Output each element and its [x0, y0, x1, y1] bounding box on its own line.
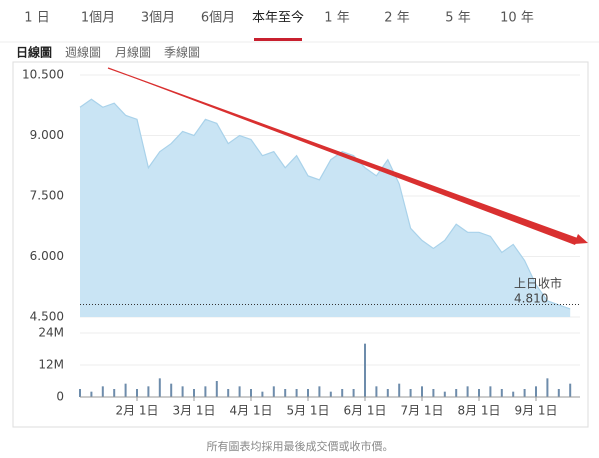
volume-bar [238, 386, 241, 397]
period-tab[interactable]: 2 年 [384, 11, 409, 26]
view-tab[interactable]: 週線圖 [65, 45, 101, 60]
volume-bar [250, 389, 252, 397]
volume-bar [523, 389, 526, 397]
y-tick-label: 7.500 [30, 189, 64, 203]
period-tab[interactable]: 5 年 [445, 11, 470, 26]
volume-bar [329, 391, 332, 397]
volume-bar [318, 386, 321, 397]
volume-bar [158, 378, 161, 397]
volume-bar [124, 383, 127, 397]
period-tab[interactable]: 1個月 [81, 11, 115, 26]
volume-tick-label: 0 [56, 390, 64, 404]
volume-bar [352, 389, 355, 397]
view-tab[interactable]: 月線圖 [115, 45, 151, 60]
volume-bar [398, 383, 401, 397]
volume-bar [170, 383, 173, 397]
volume-bar [443, 391, 446, 397]
volume-bar [181, 386, 184, 397]
period-tab[interactable]: 1 年 [324, 11, 349, 26]
y-tick-label: 9.000 [30, 128, 64, 142]
period-tab[interactable]: 10 年 [500, 11, 534, 26]
price-area [80, 99, 571, 317]
volume-bar [386, 389, 389, 397]
volume-bar [261, 391, 264, 397]
view-tab[interactable]: 季線圖 [164, 45, 200, 60]
volume-bar [101, 386, 104, 397]
volume-tick-label: 12M [38, 358, 64, 372]
period-tab[interactable]: 1 日 [24, 11, 49, 26]
active-tab-underline [254, 38, 302, 41]
volume-bar [215, 381, 218, 397]
x-tick-label: 2月 1日 [115, 404, 158, 418]
volume-bar [113, 389, 116, 397]
volume-bar [375, 386, 378, 397]
volume-bar [557, 389, 560, 397]
footer-note: 所有圖表均採用最後成交價或收市價。 [207, 439, 394, 453]
volume-bar [535, 386, 537, 397]
period-tab[interactable]: 本年至今 [252, 10, 304, 26]
x-tick-label: 8月 1日 [457, 404, 500, 418]
x-tick-label: 7月 1日 [400, 404, 443, 418]
volume-bar [147, 386, 150, 397]
volume-bar [364, 343, 366, 397]
y-tick-label: 10.500 [22, 68, 64, 82]
volume-bar [227, 389, 230, 397]
volume-bar [136, 389, 138, 397]
volume-tick-label: 24M [38, 326, 64, 340]
volume-bar [500, 389, 503, 397]
trend-line [108, 68, 578, 245]
volume-bar [489, 386, 492, 397]
volume-bar [455, 389, 458, 397]
trend-arrow-head [574, 234, 588, 244]
trend-arrow-line [107, 67, 585, 242]
view-tab[interactable]: 日線圖 [16, 45, 52, 60]
x-tick-label: 6月 1日 [343, 404, 386, 418]
x-tick-label: 4月 1日 [229, 404, 272, 418]
volume-bar [421, 386, 423, 397]
volume-bar [284, 389, 287, 397]
volume-bar [432, 389, 435, 397]
volume-bar [478, 389, 480, 397]
x-tick-label: 3月 1日 [172, 404, 215, 418]
volume-bar [272, 386, 275, 397]
period-tab[interactable]: 3個月 [141, 11, 175, 26]
volume-bar [512, 391, 515, 397]
volume-bar [90, 391, 93, 397]
previous-close-label: 上日收市 [514, 276, 562, 291]
volume-bar [307, 389, 309, 397]
previous-close-value: 4.810 [514, 292, 548, 306]
volume-bar [295, 389, 298, 397]
volume-bar [546, 378, 549, 397]
volume-bar [79, 389, 81, 397]
y-tick-label: 4.500 [30, 310, 64, 324]
volume-bar [341, 389, 344, 397]
chart-frame [12, 61, 589, 428]
y-tick-label: 6.000 [30, 249, 64, 263]
volume-bar [466, 386, 469, 397]
x-tick-label: 9月 1日 [514, 404, 557, 418]
period-tab[interactable]: 6個月 [201, 11, 235, 26]
volume-bar [569, 383, 572, 397]
volume-bar [409, 389, 412, 397]
volume-bar [193, 389, 195, 397]
volume-bar [204, 386, 207, 397]
x-tick-label: 5月 1日 [286, 404, 329, 418]
price-line [79, 98, 571, 310]
